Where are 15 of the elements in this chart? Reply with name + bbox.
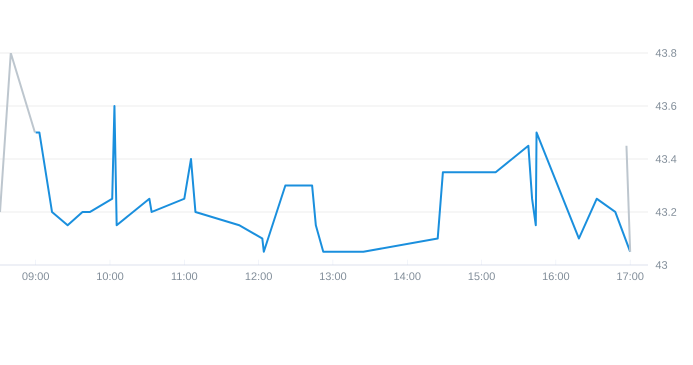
x-tick-label: 13:00 bbox=[320, 272, 346, 280]
x-tick-label: 09:00 bbox=[22, 272, 50, 280]
x-tick-label: 11:00 bbox=[172, 272, 198, 280]
x-tick-label: 15:00 bbox=[468, 272, 495, 280]
y-tick-label: 43.8 bbox=[656, 49, 676, 57]
x-tick-label: 14:00 bbox=[394, 272, 421, 280]
x-tick-label: 12:00 bbox=[246, 272, 272, 280]
y-tick-label: 43 bbox=[656, 261, 668, 269]
x-tick-label: 16:00 bbox=[542, 272, 570, 280]
x-tick-label: 17:00 bbox=[617, 272, 644, 280]
y-tick-label: 43.2 bbox=[656, 208, 676, 216]
y-tick-label: 43.4 bbox=[656, 155, 676, 163]
x-tick-label: 10:00 bbox=[97, 272, 124, 280]
line-series bbox=[34, 105, 632, 253]
y-tick-label: 43.6 bbox=[656, 102, 676, 110]
